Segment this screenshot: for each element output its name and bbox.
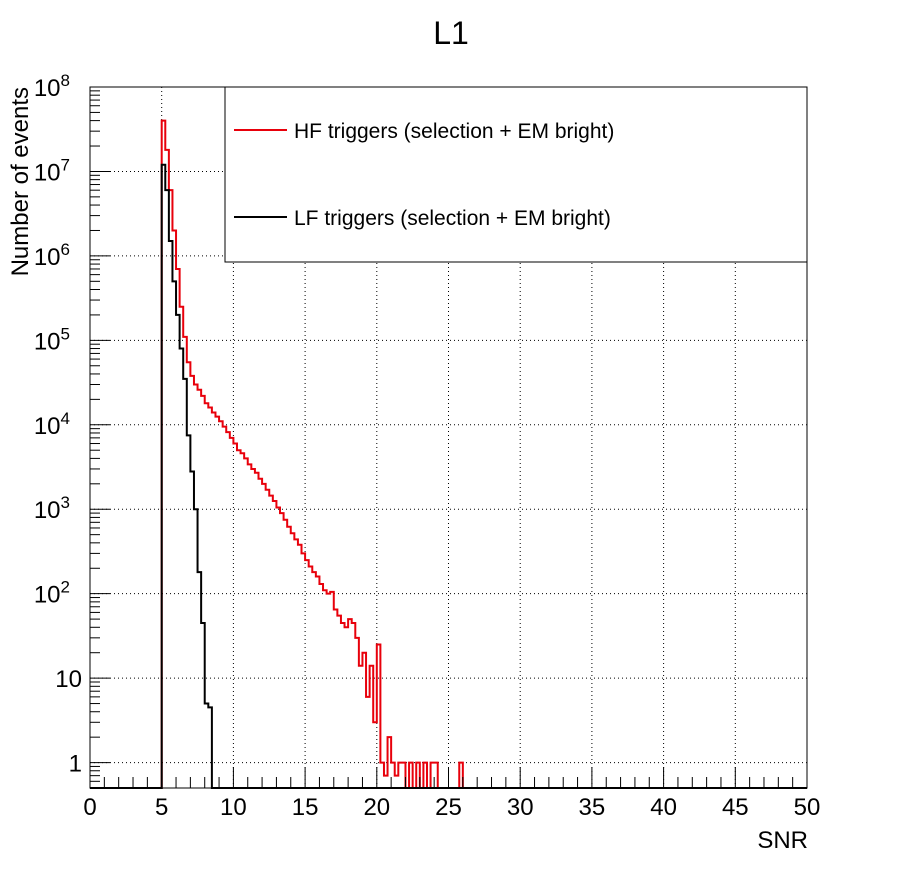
- x-tick-label: 50: [794, 794, 821, 821]
- axis-ticks: [89, 86, 808, 788]
- y-axis-label: Number of events: [7, 87, 34, 276]
- x-tick-label: 45: [722, 794, 749, 821]
- legend-box: [224, 86, 808, 263]
- legend-label-hf: HF triggers (selection + EM bright): [294, 120, 614, 143]
- x-tick-label: 40: [650, 794, 677, 821]
- y-tick-label: 105: [34, 324, 70, 355]
- x-tick-label: 20: [363, 794, 390, 821]
- x-tick-label: 5: [155, 794, 168, 821]
- y-tick-label: 104: [34, 409, 70, 440]
- y-tick-label: 108: [34, 71, 70, 102]
- y-tick-label: 102: [34, 578, 70, 609]
- y-tick-label: 106: [34, 240, 70, 271]
- x-tick-label: 25: [435, 794, 462, 821]
- y-tick-labels: 1 10 102 103 104 105 106 107 108: [34, 71, 82, 778]
- y-tick-label: 103: [34, 493, 70, 524]
- series-line-lf: [90, 163, 807, 789]
- x-tick-label: 10: [220, 794, 247, 821]
- series-line-hf: [90, 119, 807, 789]
- x-tick-label: 0: [83, 794, 96, 821]
- x-tick-labels: 0 5 10 15 20 25 30 35 40 45 50: [83, 794, 820, 821]
- x-tick-label: 15: [292, 794, 319, 821]
- legend: HF triggers (selection + EM bright) LF t…: [224, 86, 808, 263]
- chart-title: L1: [433, 15, 469, 51]
- legend-label-lf: LF triggers (selection + EM bright): [294, 207, 611, 230]
- y-tick-label: 107: [34, 155, 70, 186]
- x-tick-label: 30: [507, 794, 534, 821]
- x-axis-label: SNR: [757, 827, 808, 854]
- y-tick-label: 10: [55, 666, 82, 693]
- series-layer: [90, 119, 807, 789]
- x-tick-label: 35: [579, 794, 606, 821]
- y-tick-label: 1: [69, 751, 82, 778]
